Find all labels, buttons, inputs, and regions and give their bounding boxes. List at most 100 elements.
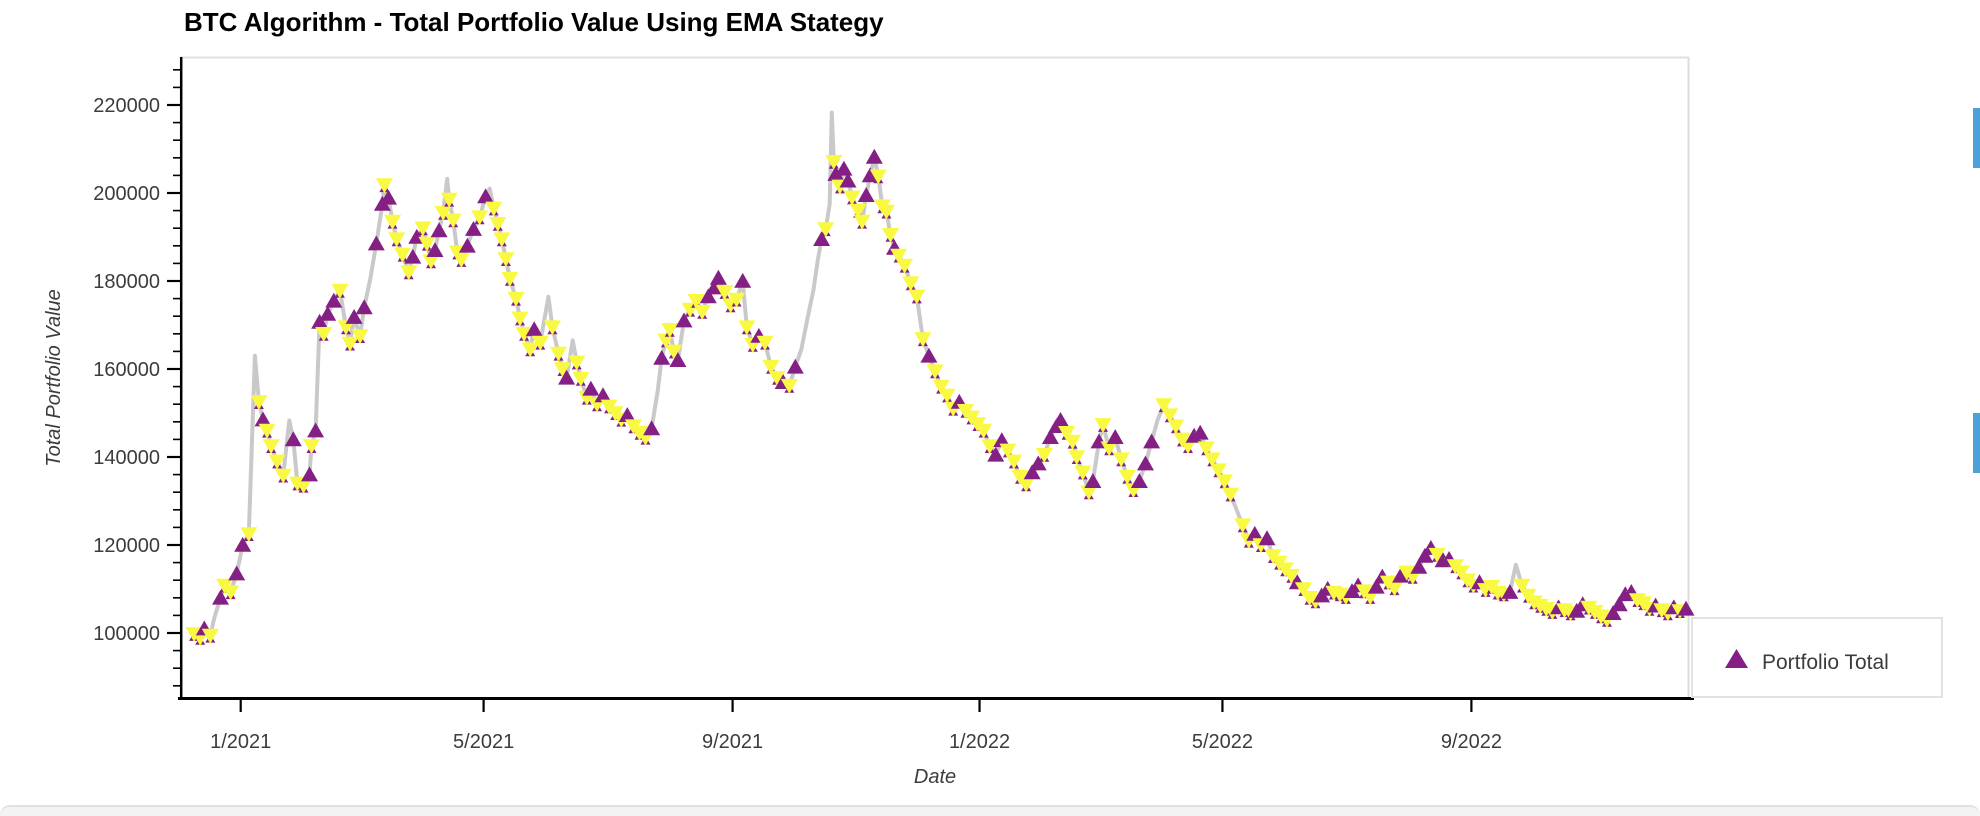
triangle-down-marker: [869, 169, 887, 185]
triangle-down-marker: [384, 214, 401, 230]
triangle-up-marker: [669, 352, 687, 367]
chart-title: BTC Algorithm - Total Portfolio Value Us…: [184, 7, 884, 37]
triangle-up-marker: [857, 187, 875, 202]
triangle-down-marker: [240, 527, 258, 543]
triangle-down-marker: [1282, 569, 1300, 584]
triangle-down-marker: [1216, 474, 1233, 490]
triangle-down-marker: [507, 291, 525, 307]
triangle-down-marker: [756, 335, 774, 351]
triangle-down-marker: [337, 320, 355, 336]
triangle-down-marker: [444, 213, 462, 229]
triangle-up-marker: [1416, 547, 1434, 563]
triangle-down-marker: [1513, 578, 1531, 594]
triangle-down-marker: [434, 206, 452, 221]
y-tick-label: 220000: [93, 95, 160, 117]
triangle-up-marker: [1677, 600, 1695, 616]
triangle-down-marker: [817, 222, 835, 238]
triangle-down-marker: [975, 423, 993, 439]
triangle-down-marker: [687, 294, 705, 309]
triangle-up-marker: [525, 321, 543, 337]
x-tick-label: 5/2021: [453, 731, 514, 753]
triangle-down-marker: [1203, 452, 1221, 468]
triangle-down-marker: [728, 292, 746, 308]
triangle-up-marker: [705, 279, 723, 295]
triangle-down-marker: [489, 217, 507, 232]
triangle-down-marker: [1080, 485, 1098, 501]
triangle-down-marker: [1386, 581, 1403, 597]
triangle-down-marker: [1011, 470, 1029, 485]
triangle-up-marker: [1410, 558, 1428, 574]
triangle-down-marker: [394, 247, 412, 263]
triangle-up-marker: [1191, 424, 1209, 440]
triangle-down-marker: [521, 342, 539, 358]
triangle-down-marker: [1100, 441, 1118, 457]
triangle-down-marker: [493, 232, 511, 248]
portfolio-line: [192, 110, 1688, 640]
triangle-down-marker: [501, 272, 519, 287]
triangle-up-marker: [1367, 578, 1385, 594]
triangle-down-marker: [1428, 547, 1446, 563]
triangle-down-marker: [250, 395, 268, 411]
triangle-up-marker: [1106, 429, 1124, 444]
triangle-up-marker: [582, 380, 600, 396]
triangle-down-marker: [351, 329, 369, 345]
triangle-down-marker: [914, 332, 932, 348]
triangle-down-marker: [932, 379, 950, 395]
scrollbar-annotation-mark[interactable]: [1973, 413, 1980, 473]
triangle-up-marker: [675, 312, 693, 328]
triangle-up-marker: [558, 369, 576, 385]
triangle-up-marker: [786, 358, 804, 374]
triangle-up-marker: [465, 221, 482, 236]
triangle-up-marker: [1501, 584, 1519, 599]
triangle-down-marker: [738, 320, 756, 336]
triangle-down-marker: [268, 454, 286, 470]
triangle-up-marker: [1258, 530, 1276, 546]
triangle-down-marker: [716, 285, 733, 301]
triangle-down-marker: [418, 236, 436, 252]
triangle-down-marker: [926, 364, 944, 380]
triangle-down-marker: [531, 335, 549, 351]
triangle-down-marker: [1005, 454, 1023, 470]
triangle-up-marker: [404, 248, 422, 264]
triangle-down-marker: [388, 232, 406, 248]
triangle-down-marker: [825, 155, 843, 170]
y-tick-label: 140000: [93, 447, 160, 469]
triangle-down-marker: [981, 439, 999, 455]
triangle-up-marker: [1023, 464, 1041, 480]
triangle-down-marker: [1068, 450, 1086, 466]
y-tick-label: 160000: [93, 359, 160, 381]
triangle-up-marker: [1041, 429, 1059, 444]
triangle-up-marker: [1143, 433, 1161, 449]
triangle-up-marker: [477, 188, 495, 204]
triangle-down-marker: [315, 327, 333, 342]
triangle-down-marker: [1179, 439, 1197, 455]
triangle-down-marker: [1294, 582, 1312, 598]
triangle-down-marker: [1118, 470, 1136, 485]
triangle-down-marker: [1197, 441, 1215, 457]
triangle-down-marker: [882, 228, 899, 243]
triangle-down-marker: [400, 265, 418, 281]
triangle-down-marker: [762, 360, 780, 375]
triangle-down-marker: [1452, 565, 1470, 581]
triangle-up-marker: [325, 292, 343, 308]
x-tick-label: 9/2021: [702, 731, 763, 753]
legend-label: Portfolio Total: [1762, 651, 1889, 674]
triangle-down-marker: [375, 178, 393, 194]
triangle-down-marker: [414, 221, 432, 237]
triangle-down-marker: [222, 585, 240, 601]
triangle-up-marker: [284, 431, 302, 447]
triangle-down-marker: [258, 423, 276, 439]
triangle-down-marker: [1074, 465, 1092, 481]
scrollbar-annotation-mark[interactable]: [1973, 108, 1980, 168]
triangle-up-icon: [1725, 649, 1748, 668]
triangle-down-marker: [853, 214, 871, 230]
triangle-down-marker: [1064, 434, 1082, 450]
triangle-down-marker: [661, 323, 679, 338]
triangle-up-marker: [1052, 412, 1069, 427]
triangle-down-marker: [422, 254, 440, 270]
triangle-down-marker: [554, 362, 571, 378]
triangle-up-marker: [355, 299, 373, 315]
triangle-down-marker: [999, 443, 1017, 459]
triangle-down-marker: [902, 276, 920, 292]
